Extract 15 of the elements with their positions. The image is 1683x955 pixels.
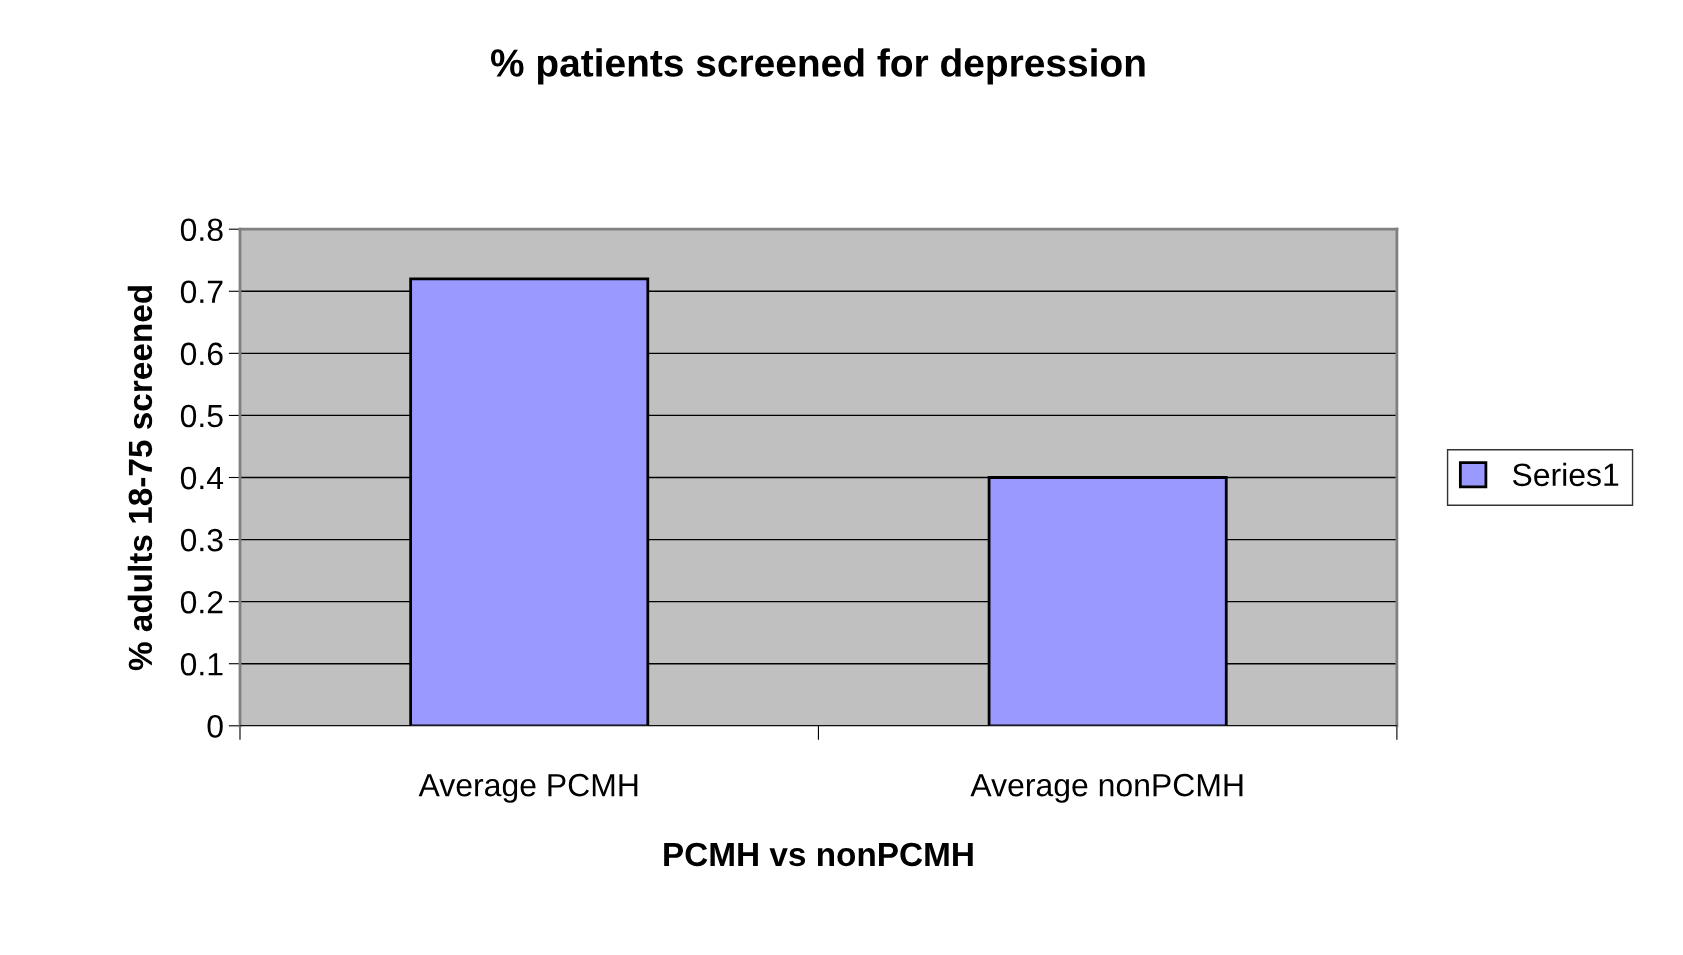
chart-title: % patients screened for depression — [490, 48, 1145, 85]
y-tick-label: 0.5 — [180, 404, 223, 428]
y-tick-label: 0.4 — [180, 466, 224, 490]
y-tick-label: 0.2 — [180, 590, 223, 614]
y-tick-label: 0.8 — [180, 218, 223, 242]
y-tick-label: 0.6 — [180, 342, 223, 366]
x-tick-label: Average PCMH — [418, 773, 638, 803]
y-tick-label: 0.1 — [180, 652, 223, 676]
y-tick-label: 0 — [207, 715, 223, 738]
y-tick-label: 0.3 — [180, 528, 223, 552]
x-axis-title: PCMH vs nonPCMH — [664, 842, 973, 867]
y-tick-label: 0.7 — [180, 280, 223, 304]
x-tick-label: Average nonPCMH — [970, 773, 1243, 803]
y-axis-title: % adults 18-75 screened — [127, 286, 153, 671]
legend-label: Series1 — [1512, 462, 1619, 487]
